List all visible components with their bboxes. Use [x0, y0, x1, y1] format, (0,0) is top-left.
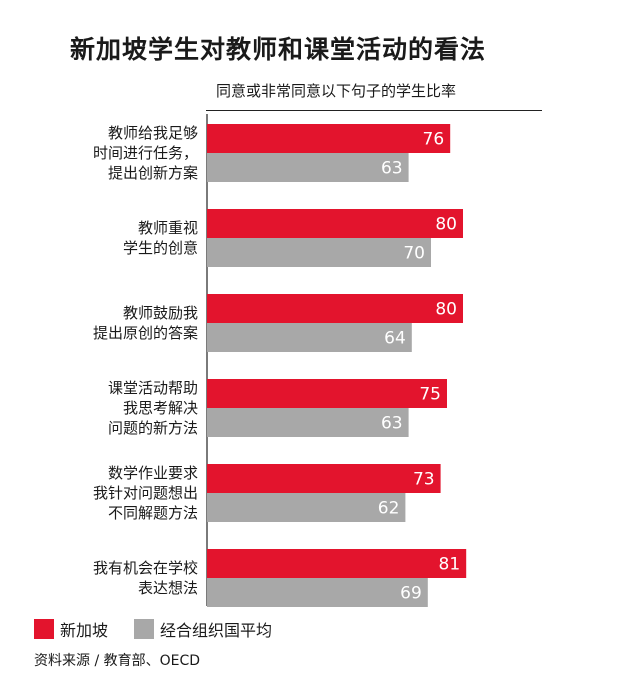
value-label-singapore-1: 80 — [435, 215, 457, 235]
value-label-oecd-4: 62 — [378, 499, 400, 519]
value-label-singapore-3: 75 — [419, 385, 441, 405]
bar-singapore-1 — [207, 209, 463, 238]
category-label-4: 数学作业要求我针对问题想出不同解题方法 — [93, 464, 198, 522]
legend-label-singapore: 新加坡 — [60, 621, 109, 640]
category-label-2: 教师鼓励我提出原创的答案 — [93, 304, 198, 342]
source-note: 资料来源 / 教育部、OECD — [34, 653, 201, 669]
legend: 新加坡 经合组织国平均 — [34, 617, 298, 641]
value-label-oecd-3: 63 — [381, 414, 403, 434]
bar-oecd-3 — [207, 408, 409, 437]
category-label-3: 课堂活动帮助我思考解决问题的新方法 — [108, 379, 198, 437]
bar-oecd-5 — [207, 578, 428, 607]
legend-item-singapore: 新加坡 — [34, 617, 108, 641]
bar-oecd-2 — [207, 323, 412, 352]
value-label-singapore-5: 81 — [439, 555, 461, 575]
bar-oecd-1 — [207, 238, 431, 267]
value-label-oecd-5: 69 — [400, 584, 422, 604]
value-label-oecd-2: 64 — [384, 329, 406, 349]
category-label-1: 教师重视学生的创意 — [123, 219, 198, 257]
value-label-singapore-4: 73 — [413, 470, 435, 490]
bar-singapore-2 — [207, 294, 463, 323]
bar-singapore-0 — [207, 124, 451, 153]
bar-singapore-4 — [207, 464, 441, 493]
bar-singapore-5 — [207, 549, 467, 578]
subtitle-rule — [206, 110, 542, 111]
category-label-5: 我有机会在学校表达想法 — [93, 559, 198, 597]
value-label-oecd-1: 70 — [403, 244, 425, 264]
value-label-singapore-2: 80 — [435, 300, 457, 320]
legend-label-oecd: 经合组织国平均 — [160, 621, 273, 640]
legend-swatch-singapore — [34, 619, 54, 639]
chart-subtitle: 同意或非常同意以下句子的学生比率 — [216, 82, 457, 100]
legend-swatch-oecd — [134, 619, 155, 639]
value-label-oecd-0: 63 — [381, 159, 403, 179]
bar-oecd-0 — [207, 153, 409, 182]
category-label-0: 教师给我足够时间进行任务，提出创新方案 — [93, 124, 198, 182]
legend-item-oecd: 经合组织国平均 — [134, 617, 272, 641]
bar-singapore-3 — [207, 379, 447, 408]
bar-oecd-4 — [207, 493, 406, 522]
value-label-singapore-0: 76 — [423, 130, 445, 150]
chart-title: 新加坡学生对教师和课堂活动的看法 — [70, 35, 487, 64]
